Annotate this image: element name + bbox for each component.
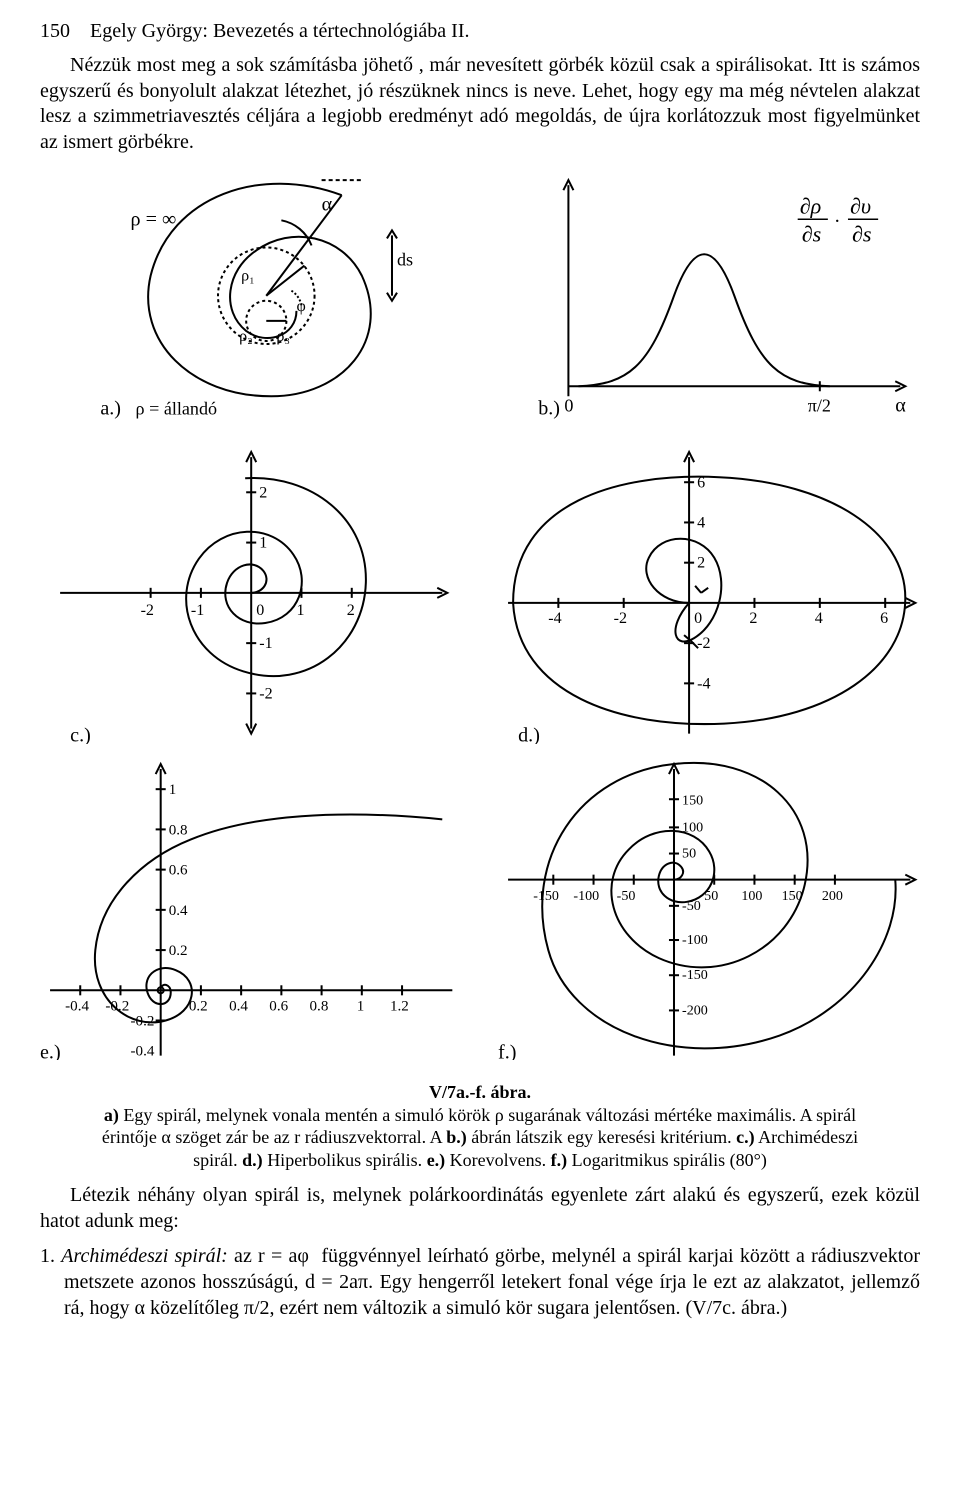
figE-xt2: 0.2 [189,998,208,1014]
figE-yt1: 0.8 [169,822,188,838]
figB-xpi2: π/2 [807,396,830,416]
figE-xt6: 1 [357,998,365,1014]
figF-yt0: 150 [682,792,703,808]
figD-xt5: 6 [880,610,888,627]
figF-xt3: 50 [704,887,718,903]
figure-f: -150 -100 -50 50 100 150 200 150 100 50 … [498,759,920,1066]
figC-yt3: -2 [259,685,272,702]
figF-yt3: -50 [682,897,701,913]
figA-phi: φ [296,298,305,315]
figE-yt5: -0.2 [131,1013,155,1029]
figure-a: α ρ = ∞ ρ₁ ρ₂ ρ₃ φ ds a.) ρ = állandó [40,165,462,431]
figE-yt6: -0.4 [131,1043,155,1059]
figF-xt0: -150 [533,887,559,903]
figD-xt2: 0 [694,610,702,627]
figB-alpha: α [895,395,906,417]
figF-yt1: 100 [682,819,703,835]
running-head: 150 Egely György: Bevezetés a tértechnol… [40,20,920,43]
figE-yt2: 0.6 [169,862,188,878]
caption-title: V/7a.-f. ábra. [429,1082,531,1102]
figure-c-svg: -2 -1 0 1 2 2 1 -1 -2 c.) [40,442,462,744]
figC-yt1: 1 [259,534,267,551]
figF-xt2: -50 [616,887,635,903]
figure-b-svg: b.) 0 π/2 α ∂ρ ∂s · ∂υ ∂s [498,165,920,426]
figure-b: b.) 0 π/2 α ∂ρ ∂s · ∂υ ∂s [498,165,920,431]
figC-yt2: -1 [259,635,272,652]
figure-caption: V/7a.-f. ábra. a) Egy spirál, melynek vo… [90,1081,870,1171]
svg-text:∂ρ: ∂ρ [799,194,821,219]
figF-yt6: -200 [682,1002,708,1018]
figF-yt5: -150 [682,967,708,983]
figD-yt4: -4 [697,675,710,692]
figA-rho3: ρ₃ [276,328,290,345]
figC-xt0: -2 [141,602,154,619]
figA-alabel: a.) [100,398,121,420]
figE-xt4: 0.6 [269,998,288,1014]
figA-anote: ρ = állandó [136,399,218,419]
figA-alpha: α [322,194,333,216]
figE-xt1: -0.2 [105,998,129,1014]
svg-text:∂s: ∂s [801,222,821,247]
figE-yt3: 0.4 [169,902,188,918]
figD-yt2: 2 [697,555,705,572]
figE-yt0: 1 [169,782,177,798]
figD-xt4: 4 [814,610,822,627]
figF-xt6: 200 [821,887,842,903]
figB-blabel: b.) [538,398,560,420]
figF-label: f.) [498,1041,516,1060]
figure-d: -4 -2 0 2 4 6 6 4 2 -2 -4 d.) [498,442,920,749]
figE-xt7: 1.2 [390,998,409,1014]
figE-xt0: -0.4 [65,998,89,1014]
running-head-text: Egely György: Bevezetés a tértechnológiá… [90,20,469,42]
figure-f-svg: -150 -100 -50 50 100 150 200 150 100 50 … [498,759,920,1061]
paragraph-2: Létezik néhány olyan spirál is, melynek … [40,1183,920,1234]
figE-xt5: 0.8 [310,998,329,1014]
figE-yt4: 0.2 [169,943,188,959]
figB-x0: 0 [564,396,573,416]
figF-xt1: -100 [573,887,599,903]
figure-e: -0.4 -0.2 0.2 0.4 0.6 0.8 1 1.2 1 0.8 0.… [40,759,462,1066]
figE-label: e.) [40,1041,61,1060]
figA-rho1: ρ₁ [241,268,255,285]
figure-e-svg: -0.4 -0.2 0.2 0.4 0.6 0.8 1 1.2 1 0.8 0.… [40,759,462,1061]
figA-rhoinf: ρ = ∞ [131,209,177,231]
figC-xt3: 1 [296,602,304,619]
figF-yt2: 50 [682,845,696,861]
page-number: 150 [40,20,70,42]
figB-yformula: ∂ρ ∂s · ∂υ ∂s [797,194,877,247]
svg-text:∂υ: ∂υ [850,194,871,219]
svg-text:·: · [834,211,841,233]
figD-xt3: 2 [749,610,757,627]
figC-xt2: 0 [256,602,264,619]
figF-xt5: 150 [781,887,802,903]
list-item-1: 1. Archimédeszi spirál: az r = aφ függvé… [64,1244,920,1321]
figC-xt1: -1 [191,602,204,619]
paragraph-1: Nézzük most meg a sok számításba jöhető … [40,53,920,155]
figD-yt3: -2 [697,635,710,652]
figE-xt3: 0.4 [229,998,248,1014]
figD-label: d.) [518,725,540,744]
figures-grid: α ρ = ∞ ρ₁ ρ₂ ρ₃ φ ds a.) ρ = állandó b.… [40,165,920,1075]
figA-ds: ds [397,250,413,270]
figure-c: -2 -1 0 1 2 2 1 -1 -2 c.) [40,442,462,749]
figC-xt4: 2 [347,602,355,619]
figD-yt0: 6 [697,474,705,491]
figD-xt1: -2 [613,610,626,627]
figF-yt4: -100 [682,932,708,948]
figC-label: c.) [70,725,91,744]
svg-text:∂s: ∂s [852,222,872,247]
caption-body: a) Egy spirál, melynek vonala mentén a s… [102,1105,858,1170]
figD-xt0: -4 [548,610,561,627]
figC-yt0: 2 [259,484,267,501]
figure-a-svg: α ρ = ∞ ρ₁ ρ₂ ρ₃ φ ds a.) ρ = állandó [40,165,462,426]
figA-rho2: ρ₂ [239,328,253,345]
figF-xt4: 100 [741,887,762,903]
figD-yt1: 4 [697,514,705,531]
figure-d-svg: -4 -2 0 2 4 6 6 4 2 -2 -4 d.) [498,442,920,744]
